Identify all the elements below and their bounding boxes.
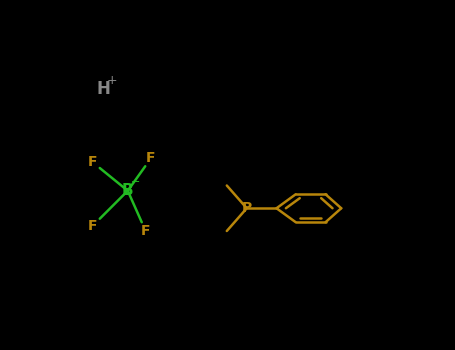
Text: P: P bbox=[242, 201, 252, 215]
Text: −: − bbox=[131, 177, 140, 187]
Text: H: H bbox=[96, 80, 110, 98]
Text: F: F bbox=[141, 224, 151, 238]
Text: F: F bbox=[87, 155, 97, 169]
Text: B: B bbox=[122, 183, 134, 198]
Text: F: F bbox=[146, 151, 156, 165]
Text: F: F bbox=[88, 219, 97, 233]
Text: +: + bbox=[107, 74, 118, 87]
